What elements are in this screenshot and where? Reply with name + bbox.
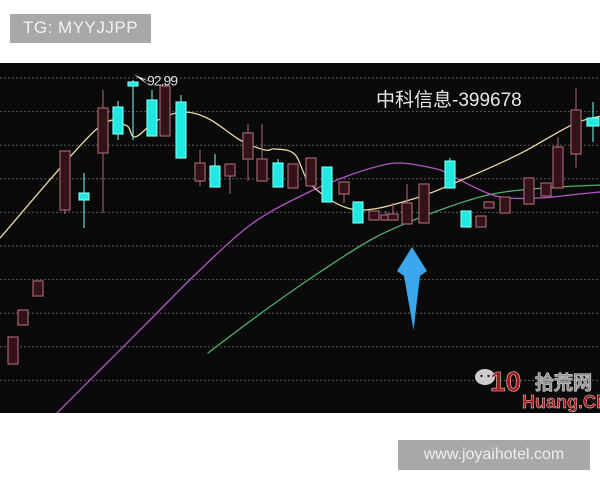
svg-text:中科信息-399678: 中科信息-399678: [376, 89, 522, 111]
svg-text:92.99: 92.99: [147, 73, 178, 89]
svg-text:10: 10: [490, 366, 521, 397]
svg-text:拾荒网: 拾荒网: [535, 372, 592, 394]
svg-text:Huang.CN: Huang.CN: [522, 392, 600, 412]
